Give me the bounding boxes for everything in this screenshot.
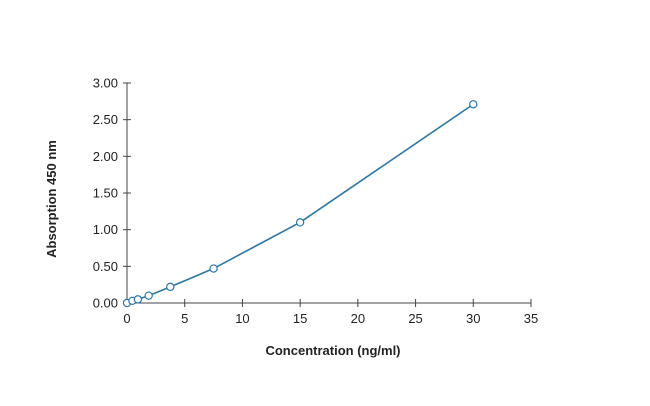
y-tick-label: 1.00 (93, 222, 118, 237)
y-tick-label: 0.00 (93, 296, 118, 311)
x-tick-label: 30 (466, 311, 480, 326)
x-tick-label: 5 (181, 311, 188, 326)
y-axis-title: Absorption 450 nm (44, 140, 59, 258)
x-tick-label: 25 (408, 311, 422, 326)
series-layer (122, 100, 478, 308)
axes: 0 5 10 15 20 25 30 35 0.00 0.50 1.00 1.50 2.00 2.50 3.… (93, 76, 539, 327)
y-tick-label: 0.50 (93, 259, 118, 274)
data-point (209, 264, 218, 273)
x-tick-label: 35 (524, 311, 538, 326)
data-point (469, 100, 478, 109)
y-tick-label: 3.00 (93, 76, 118, 91)
data-point (133, 295, 143, 304)
series-line (126, 103, 474, 304)
x-tick-label: 0 (123, 311, 130, 326)
y-tick-label: 2.00 (93, 149, 118, 164)
x-axis-title: Concentration (ng/ml) (265, 343, 400, 358)
y-tick-label: 2.50 (93, 112, 118, 127)
data-point (144, 291, 153, 300)
x-tick-label: 10 (235, 311, 249, 326)
data-point (295, 218, 305, 227)
x-tick-label: 20 (351, 311, 365, 326)
data-point (166, 282, 175, 292)
y-tick-label: 1.50 (93, 186, 118, 201)
x-tick-label: 15 (293, 311, 307, 326)
